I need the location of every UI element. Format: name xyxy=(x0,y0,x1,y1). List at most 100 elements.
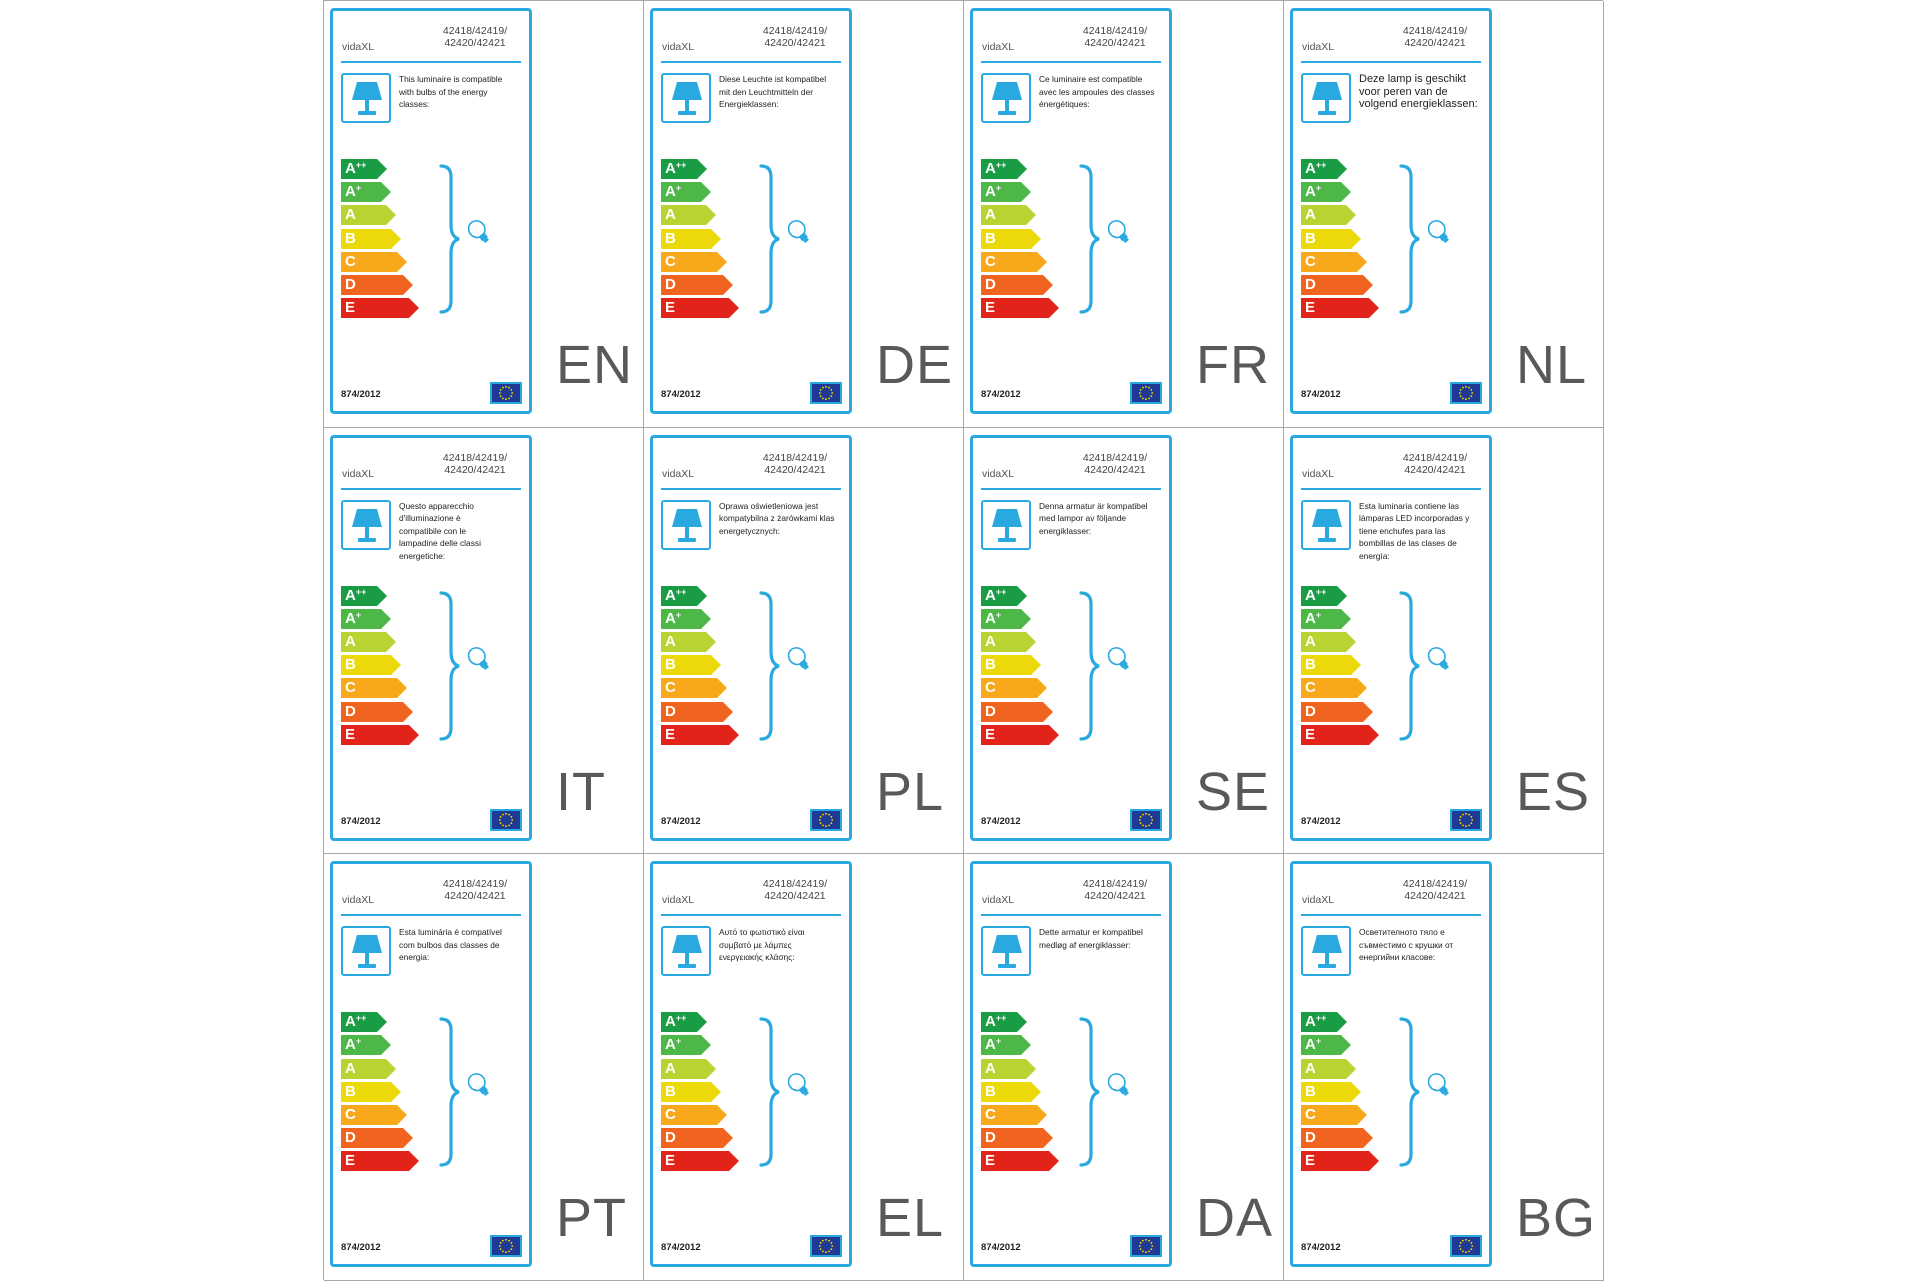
energy-class-scale: A++ A+ A B C D xyxy=(1301,585,1381,748)
regulation-number: 874/2012 xyxy=(1301,389,1341,400)
energy-class-letter: A+ xyxy=(1305,609,1322,627)
energy-class-letter: B xyxy=(345,1082,356,1100)
brand-name: vidaXL xyxy=(662,467,695,480)
energy-class-arrow: E xyxy=(1301,1151,1381,1172)
energy-class-letter: D xyxy=(1305,275,1316,293)
energy-class-arrow: A+ xyxy=(341,182,393,203)
energy-class-letter: C xyxy=(985,1105,996,1123)
eu-star xyxy=(1150,815,1153,818)
energy-class-letter: A+ xyxy=(665,1036,682,1054)
energy-class-letter: D xyxy=(1305,702,1316,720)
header-divider xyxy=(661,914,841,917)
energy-class-arrow: D xyxy=(341,274,415,295)
label-cell-it: vidaXL 42418/42419/ 42420/42421 Questo a… xyxy=(324,427,644,855)
energy-class-arrow: B xyxy=(1301,1081,1363,1102)
energy-class-letter: A+ xyxy=(665,609,682,627)
eu-star xyxy=(499,821,502,824)
model-numbers: 42418/42419/ 42420/42421 xyxy=(1402,451,1468,476)
energy-class-arrow: E xyxy=(1301,724,1381,745)
eu-star xyxy=(1142,1250,1144,1253)
energy-class-letter: A++ xyxy=(985,160,1007,177)
energy-class-letter: A xyxy=(1305,632,1316,650)
eu-star xyxy=(510,1248,513,1251)
eu-star xyxy=(1462,397,1464,400)
eu-star xyxy=(1150,821,1153,824)
eu-star xyxy=(1470,395,1473,397)
eu-star xyxy=(499,815,502,818)
eu-star xyxy=(818,1245,821,1248)
label-cell-da: vidaXL 42418/42419/ 42420/42421 Dette ar… xyxy=(964,854,1284,1281)
energy-class-letter: B xyxy=(665,1082,676,1100)
curly-brace-icon xyxy=(759,590,780,741)
eu-star xyxy=(1465,398,1467,401)
energy-class-letter: B xyxy=(985,1082,996,1100)
energy-class-letter: A++ xyxy=(985,586,1007,604)
regulation-number: 874/2012 xyxy=(981,815,1021,827)
eu-flag-icon xyxy=(490,382,522,404)
energy-class-letter: B xyxy=(665,656,676,674)
eu-star xyxy=(511,1245,514,1248)
energy-class-letter: C xyxy=(985,679,996,697)
energy-class-arrow: A++ xyxy=(1301,585,1349,606)
eu-star xyxy=(1470,1248,1473,1251)
energy-class-letter: C xyxy=(665,1105,676,1123)
energy-class-arrow: A xyxy=(661,631,718,652)
energy-class-letter: E xyxy=(985,725,996,743)
eu-star xyxy=(1459,821,1462,824)
eu-star xyxy=(1148,824,1150,826)
eu-star xyxy=(825,1239,827,1241)
energy-class-letter: E xyxy=(345,725,356,743)
light-bulb-icon xyxy=(1107,220,1129,244)
table-lamp-icon xyxy=(661,499,711,550)
eu-star xyxy=(505,812,507,815)
compatibility-text: Oprawa oświetleniowa jest kompatybilna z… xyxy=(719,500,835,536)
eu-star xyxy=(508,1239,510,1242)
energy-class-letter: D xyxy=(665,1129,676,1147)
eu-star xyxy=(502,824,504,826)
eu-star xyxy=(1465,812,1467,815)
energy-class-letter: E xyxy=(665,725,676,743)
energy-class-arrow: B xyxy=(661,1081,723,1102)
table-lamp-icon xyxy=(341,499,391,550)
energy-class-arrow: C xyxy=(981,251,1049,272)
energy-class-letter: E xyxy=(345,299,356,317)
eu-star xyxy=(1139,815,1142,818)
energy-class-arrow: E xyxy=(661,1151,741,1172)
eu-star xyxy=(1151,1245,1154,1248)
eu-star xyxy=(819,395,822,397)
label-cell-en: vidaXL 42418/42419/ 42420/42421 This lum… xyxy=(324,1,644,428)
curly-brace-icon xyxy=(1079,590,1100,741)
language-code: DE xyxy=(876,335,954,395)
model-numbers: 42418/42419/ 42420/42421 xyxy=(442,878,508,903)
eu-flag-icon xyxy=(1130,382,1162,404)
language-code: IT xyxy=(556,761,606,822)
language-code: DA xyxy=(1196,1188,1274,1249)
energy-class-letter: B xyxy=(345,229,356,247)
header-divider xyxy=(1301,61,1481,63)
eu-star xyxy=(1150,1242,1153,1244)
table-lamp-icon xyxy=(341,926,391,977)
energy-class-arrow: E xyxy=(341,298,421,319)
compatibility-text: Diese Leuchte ist kompatibel mit den Leu… xyxy=(719,74,827,109)
energy-class-arrow: D xyxy=(1301,274,1375,295)
energy-class-letter: A++ xyxy=(985,1013,1007,1031)
energy-class-scale: A++ A+ A B C D xyxy=(1301,159,1381,321)
eu-star xyxy=(1145,812,1147,815)
energy-class-arrow: A+ xyxy=(1301,1035,1353,1056)
energy-class-arrow: A xyxy=(341,631,398,652)
eu-star xyxy=(1145,1239,1147,1241)
energy-class-arrow: C xyxy=(661,1104,729,1125)
eu-star xyxy=(1148,813,1150,816)
energy-class-letter: A xyxy=(665,1059,676,1077)
eu-star xyxy=(822,386,824,389)
energy-class-letter: A+ xyxy=(345,609,362,627)
energy-class-letter: C xyxy=(665,252,676,270)
compatibility-text: Questo apparecchio d'illuminazione è com… xyxy=(399,500,481,561)
eu-star xyxy=(830,815,833,818)
energy-class-letter: A xyxy=(665,206,676,224)
energy-class-letter: A xyxy=(985,206,996,224)
energy-class-arrow: C xyxy=(981,1104,1049,1125)
eu-star xyxy=(508,397,510,400)
eu-star xyxy=(819,1248,822,1251)
eu-star xyxy=(1459,395,1462,397)
